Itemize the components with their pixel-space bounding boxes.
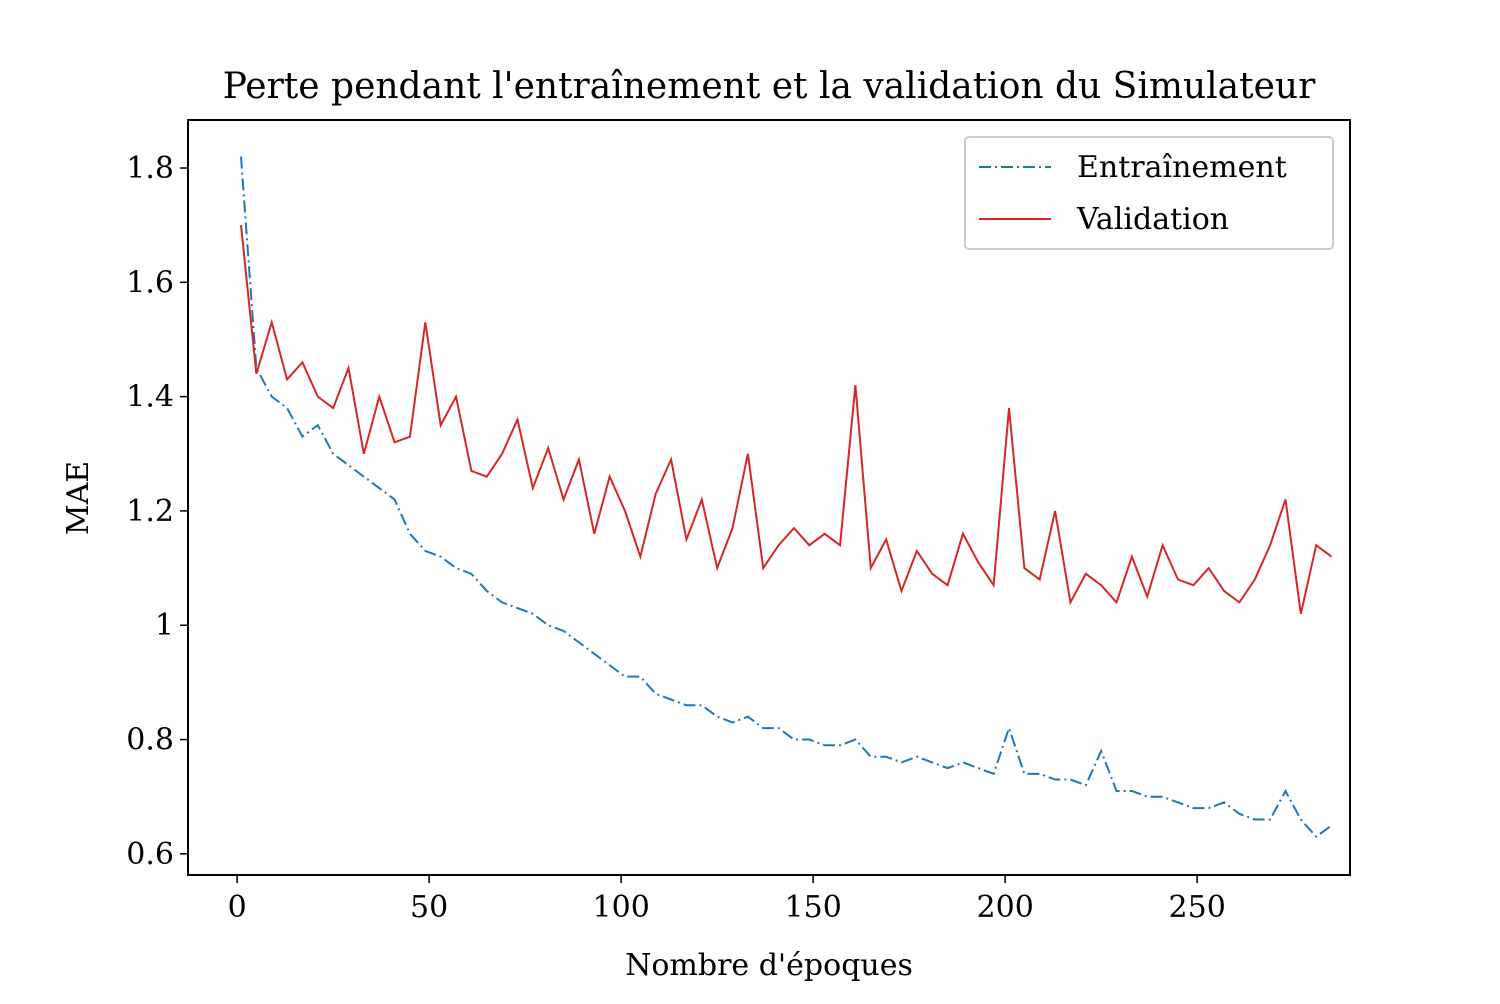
- x-tick-label: 250: [1169, 890, 1226, 925]
- line-series: [239, 225, 1333, 615]
- legend-box: [964, 136, 1334, 250]
- y-tick-label: 1.2: [126, 494, 174, 529]
- x-axis-label: Nombre d'époques: [625, 948, 913, 983]
- y-tick-label: 1.4: [126, 380, 174, 415]
- x-tick-label: 200: [977, 890, 1034, 925]
- x-tick-label: 0: [228, 890, 247, 925]
- chart-title: Perte pendant l'entraînement et la valid…: [223, 66, 1316, 107]
- y-tick-label: 1: [155, 608, 174, 643]
- line-series: [239, 156, 1333, 839]
- y-tick-label: 1.8: [126, 151, 174, 186]
- x-tick-label: 50: [410, 890, 448, 925]
- legend-label: Validation: [1076, 202, 1229, 237]
- y-tick-label: 0.8: [126, 723, 174, 758]
- y-tick-label: 0.6: [126, 837, 174, 872]
- y-tick-label: 1.6: [126, 265, 174, 300]
- plot-frame: [187, 119, 1351, 876]
- y-axis-label: MAE: [61, 461, 96, 535]
- legend-label: Entraînement: [1077, 150, 1287, 185]
- x-tick-label: 100: [593, 890, 650, 925]
- x-tick-label: 150: [785, 890, 842, 925]
